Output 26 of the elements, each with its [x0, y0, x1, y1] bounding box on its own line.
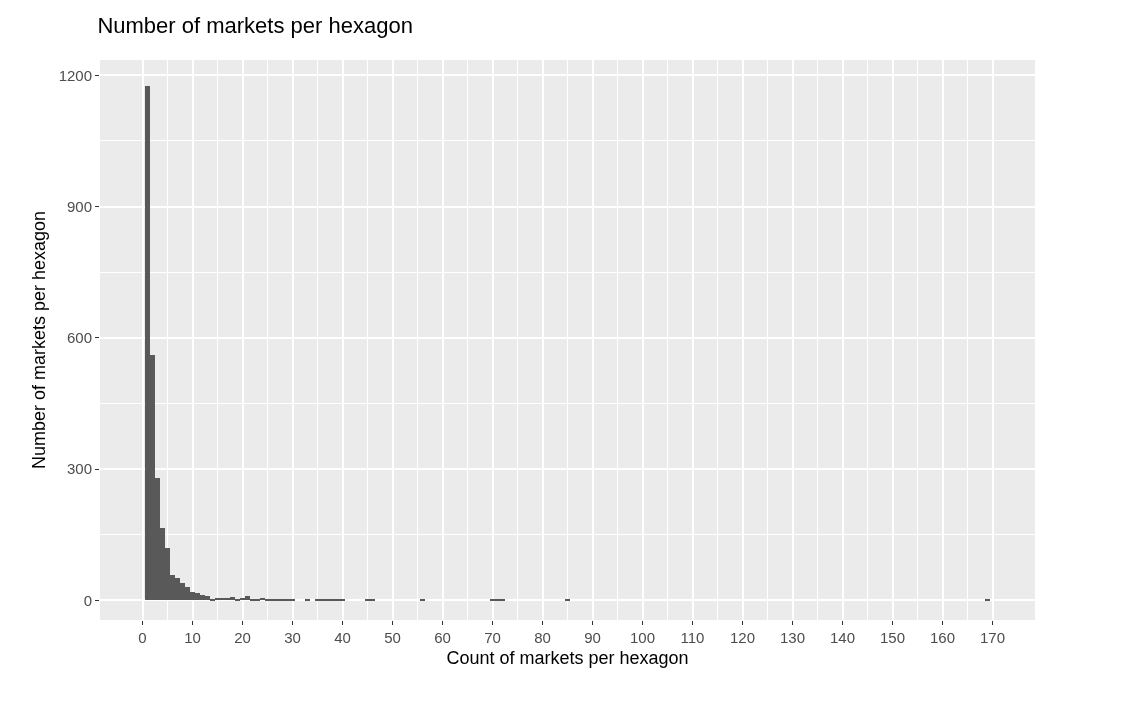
- chart-title: Number of markets per hexagon: [97, 13, 413, 39]
- y-axis-title: Number of markets per hexagon: [28, 210, 49, 470]
- x-tick-label: 90: [584, 629, 601, 646]
- x-tick-label: 60: [434, 629, 451, 646]
- x-tick-label: 70: [484, 629, 501, 646]
- y-tick-label: 900: [66, 197, 92, 215]
- x-tick-label: 20: [234, 629, 251, 646]
- x-tick-label: 40: [334, 629, 351, 646]
- x-tick-label: 130: [779, 629, 806, 646]
- x-axis-title: Count of markets per hexagon: [446, 648, 689, 669]
- x-tick-label: 10: [184, 629, 201, 646]
- y-tick-label: 0: [83, 591, 92, 609]
- x-tick-label: 150: [879, 629, 906, 646]
- y-tick-label: 1200: [58, 66, 92, 84]
- x-tick-label: 0: [138, 629, 147, 646]
- y-tick-label: 300: [66, 460, 92, 478]
- x-tick-label: 140: [829, 629, 856, 646]
- x-tick-label: 50: [384, 629, 401, 646]
- x-tick-label: 100: [629, 629, 656, 646]
- x-tick-label: 30: [284, 629, 301, 646]
- x-tick-label: 110: [680, 629, 705, 646]
- x-tick-label: 170: [979, 629, 1006, 646]
- x-tick-label: 80: [534, 629, 551, 646]
- x-tick-label: 160: [929, 629, 956, 646]
- x-tick-label: 120: [729, 629, 756, 646]
- y-tick-label: 600: [66, 329, 92, 347]
